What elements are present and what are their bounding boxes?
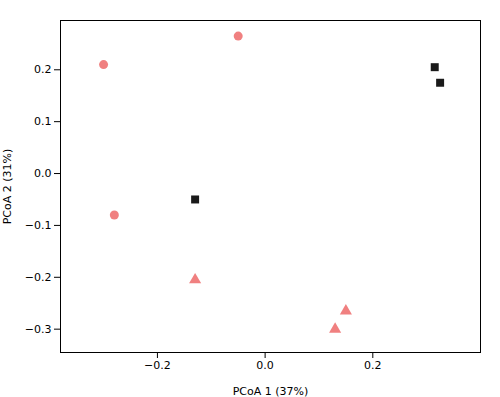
svg-text:PCoA 1 (37%): PCoA 1 (37%) [233,385,309,397]
svg-text:0.0: 0.0 [256,359,274,372]
svg-text:PCoA 2 (31%): PCoA 2 (31%) [1,149,14,225]
svg-text:−0.2: −0.2 [25,271,52,284]
svg-text:0.1: 0.1 [34,115,52,128]
svg-text:−0.1: −0.1 [25,219,52,232]
svg-text:0.2: 0.2 [364,359,382,372]
svg-text:−0.2: −0.2 [144,359,171,372]
svg-text:0.2: 0.2 [34,63,52,76]
svg-text:0.0: 0.0 [34,167,52,180]
svg-text:−0.3: −0.3 [25,323,52,336]
